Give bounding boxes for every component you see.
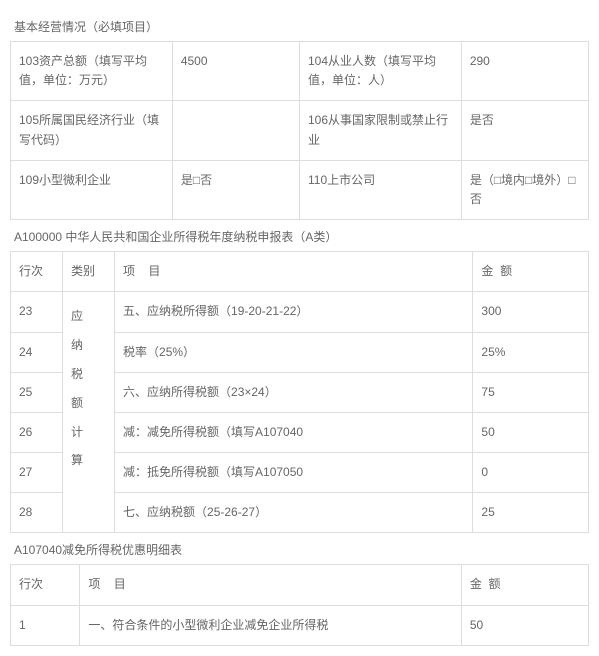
item-cell: 五、应纳税所得额（19-20-21-22） bbox=[115, 292, 473, 332]
table-row: 23 应 纳 税 额 计 算 五、应纳税所得额（19-20-21-22） 300 bbox=[11, 292, 589, 332]
basic-106-label: 106从事国家限制或禁止行业 bbox=[299, 101, 461, 160]
table-row: 109小型微利企业 是□否 110上市公司 是（□境内□境外）□否 bbox=[11, 160, 589, 219]
main-table: 行次 类别 项 目 金 额 23 应 纳 税 额 计 算 五、应纳税所得额（19… bbox=[10, 251, 589, 533]
amount-cell: 50 bbox=[473, 412, 589, 452]
line-cell: 1 bbox=[11, 605, 80, 645]
col-amount-header: 金 额 bbox=[461, 565, 588, 605]
main-section-title: A100000 中华人民共和国企业所得税年度纳税申报表（A类） bbox=[14, 228, 589, 245]
item-cell: 一、符合条件的小型微利企业减免企业所得税 bbox=[80, 605, 461, 645]
col-item-header: 项 目 bbox=[80, 565, 461, 605]
item-header-b: 目 bbox=[114, 577, 126, 591]
basic-105-value bbox=[172, 101, 299, 160]
item-cell: 减：抵免所得税额（填写A107050 bbox=[115, 453, 473, 493]
category-cell: 应 纳 税 额 计 算 bbox=[63, 292, 115, 533]
table-row: 1 一、符合条件的小型微利企业减免企业所得税 50 bbox=[11, 605, 589, 645]
col-amount-header: 金 额 bbox=[473, 252, 589, 292]
cat-char: 计 bbox=[71, 418, 106, 447]
amount-cell: 75 bbox=[473, 372, 589, 412]
amount-cell: 0 bbox=[473, 453, 589, 493]
cat-char: 纳 bbox=[71, 331, 106, 360]
basic-104-label: 104从业人数（填写平均值，单位：人） bbox=[299, 42, 461, 101]
line-cell: 24 bbox=[11, 332, 63, 372]
table-row: 103资产总额（填写平均值，单位：万元） 4500 104从业人数（填写平均值，… bbox=[11, 42, 589, 101]
line-cell: 25 bbox=[11, 372, 63, 412]
col-line-header: 行次 bbox=[11, 252, 63, 292]
item-header-a: 项 bbox=[123, 264, 135, 278]
item-cell: 六、应纳所得税额（23×24） bbox=[115, 372, 473, 412]
item-header-a: 项 bbox=[88, 577, 100, 591]
table-row: 105所属国民经济行业（填写代码） 106从事国家限制或禁止行业 是否 bbox=[11, 101, 589, 160]
basic-110-value: 是（□境内□境外）□否 bbox=[461, 160, 588, 219]
table-header-row: 行次 类别 项 目 金 额 bbox=[11, 252, 589, 292]
detail-table: 行次 项 目 金 额 1 一、符合条件的小型微利企业减免企业所得税 50 bbox=[10, 564, 589, 645]
basic-110-label: 110上市公司 bbox=[299, 160, 461, 219]
amount-header-a: 金 bbox=[470, 577, 482, 591]
detail-section-title: A107040减免所得税优惠明细表 bbox=[14, 541, 589, 558]
basic-106-value: 是否 bbox=[461, 101, 588, 160]
basic-109-value: 是□否 bbox=[172, 160, 299, 219]
basic-table: 103资产总额（填写平均值，单位：万元） 4500 104从业人数（填写平均值，… bbox=[10, 41, 589, 220]
amount-header-a: 金 bbox=[481, 264, 493, 278]
line-cell: 28 bbox=[11, 493, 63, 533]
amount-cell: 25 bbox=[473, 493, 589, 533]
line-cell: 26 bbox=[11, 412, 63, 452]
category-vertical-text: 应 纳 税 额 计 算 bbox=[71, 302, 106, 475]
amount-header-b: 额 bbox=[500, 264, 512, 278]
amount-cell: 25% bbox=[473, 332, 589, 372]
table-header-row: 行次 项 目 金 额 bbox=[11, 565, 589, 605]
basic-103-label: 103资产总额（填写平均值，单位：万元） bbox=[11, 42, 173, 101]
col-line-header: 行次 bbox=[11, 565, 80, 605]
cat-char: 税 bbox=[71, 360, 106, 389]
basic-104-value: 290 bbox=[461, 42, 588, 101]
amount-cell: 50 bbox=[461, 605, 588, 645]
cat-char: 算 bbox=[71, 446, 106, 475]
item-cell: 减：减免所得税额（填写A107040 bbox=[115, 412, 473, 452]
cat-char: 应 bbox=[71, 302, 106, 331]
line-cell: 27 bbox=[11, 453, 63, 493]
cat-char: 额 bbox=[71, 389, 106, 418]
item-header-b: 目 bbox=[148, 264, 160, 278]
amount-cell: 300 bbox=[473, 292, 589, 332]
basic-section-title: 基本经营情况（必填项目） bbox=[14, 18, 589, 35]
line-cell: 23 bbox=[11, 292, 63, 332]
item-cell: 七、应纳税额（25-26-27） bbox=[115, 493, 473, 533]
col-item-header: 项 目 bbox=[115, 252, 473, 292]
basic-103-value: 4500 bbox=[172, 42, 299, 101]
amount-header-b: 额 bbox=[489, 577, 501, 591]
basic-109-label: 109小型微利企业 bbox=[11, 160, 173, 219]
item-cell: 税率（25%） bbox=[115, 332, 473, 372]
col-category-header: 类别 bbox=[63, 252, 115, 292]
basic-105-label: 105所属国民经济行业（填写代码） bbox=[11, 101, 173, 160]
